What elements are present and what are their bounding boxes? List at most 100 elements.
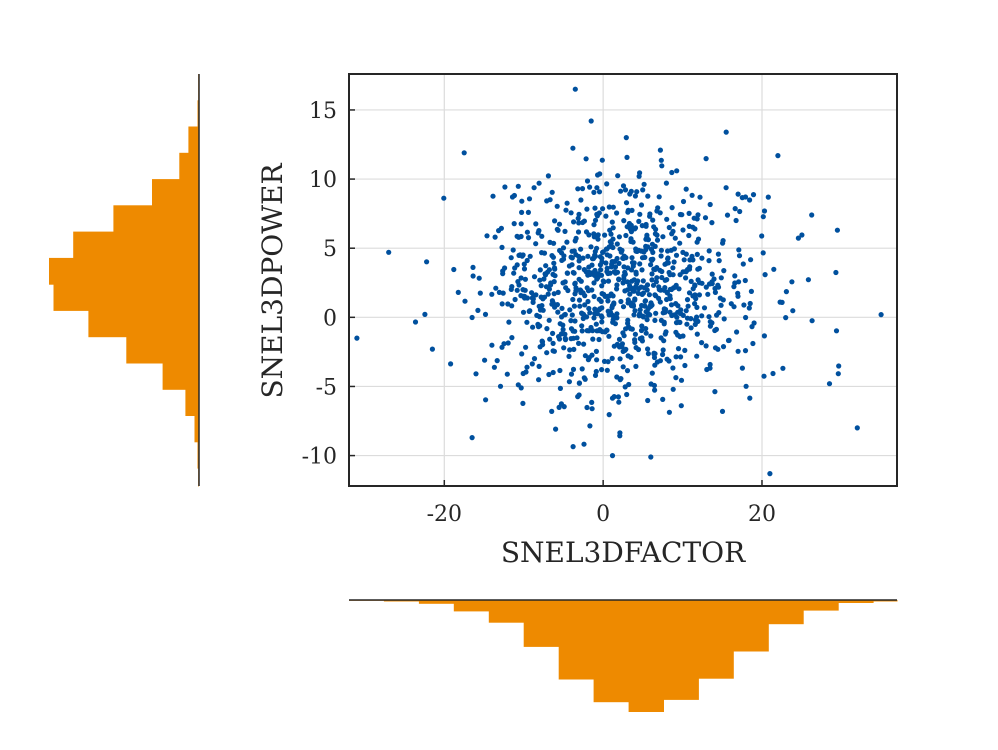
scatter-point <box>663 306 669 313</box>
scatter-point <box>643 330 649 336</box>
scatter-point <box>672 235 678 241</box>
scatter-point <box>553 426 559 432</box>
scatter-point <box>749 324 755 330</box>
scatter-point <box>667 293 673 299</box>
scatter-point <box>599 329 605 335</box>
scatter-point <box>746 305 752 311</box>
scatter-point <box>550 369 556 376</box>
scatter-point <box>543 263 549 269</box>
scatter-point <box>639 338 646 344</box>
scatter-point <box>559 305 565 311</box>
scatter-point <box>608 231 614 237</box>
scatter-point <box>592 217 599 223</box>
scatter-point <box>621 253 627 260</box>
scatter-point <box>680 312 686 318</box>
scatter-point <box>658 247 665 253</box>
scatter-point <box>599 314 605 320</box>
scatter-point <box>686 232 692 239</box>
scatter-point <box>599 319 605 325</box>
scatter-point <box>530 299 536 305</box>
scatter-point <box>535 324 542 330</box>
scatter-point <box>580 311 587 317</box>
scatter-point <box>637 261 643 267</box>
scatter-point <box>543 284 550 290</box>
y-tick-label: 5 <box>323 237 337 262</box>
scatter-point <box>651 266 657 272</box>
scatter-point <box>683 186 689 192</box>
scatter-point <box>709 271 715 277</box>
scatter-point <box>648 262 654 268</box>
scatter-point <box>664 356 670 362</box>
scatter-point <box>678 377 685 383</box>
scatter-point <box>585 357 592 363</box>
scatter-point <box>660 396 666 402</box>
scatter-point <box>544 350 550 356</box>
scatter-point <box>575 229 582 235</box>
scatter-point <box>624 391 630 398</box>
scatter-point <box>570 269 576 276</box>
scatter-point <box>640 314 646 320</box>
scatter-point <box>580 315 586 322</box>
scatter-point <box>741 302 747 308</box>
scatter-point <box>515 279 521 285</box>
scatter-point <box>575 186 581 192</box>
scatter-point <box>531 274 538 280</box>
scatter-point <box>577 303 583 309</box>
scatter-point <box>664 216 670 222</box>
scatter-point <box>721 268 727 274</box>
scatter-point <box>506 319 512 325</box>
scatter-point <box>552 273 558 279</box>
scatter-point <box>519 351 525 357</box>
y-histogram-bar <box>152 179 199 206</box>
scatter-point <box>593 321 599 327</box>
scatter-point <box>606 244 612 250</box>
x-histogram-bar <box>838 600 874 603</box>
scatter-point <box>599 255 605 261</box>
scatter-point <box>591 293 597 300</box>
scatter-point <box>665 260 671 266</box>
scatter-point <box>703 284 709 290</box>
scatter-point <box>660 234 666 240</box>
scatter-point <box>683 308 689 314</box>
scatter-point <box>805 277 812 283</box>
scatter-point <box>699 313 705 319</box>
scatter-point <box>734 329 740 335</box>
scatter-point <box>524 364 530 370</box>
scatter-point <box>682 362 688 369</box>
scatter-point <box>586 264 592 270</box>
scatter-point <box>592 311 598 317</box>
scatter-point <box>878 312 884 318</box>
scatter-point <box>537 344 543 350</box>
scatter-point <box>673 320 680 326</box>
scatter-point <box>645 351 652 357</box>
scatter-point <box>616 260 622 266</box>
scatter-point <box>607 227 613 233</box>
scatter-point <box>493 285 499 291</box>
scatter-point <box>610 317 616 323</box>
scatter-point <box>551 265 558 271</box>
scatter-point <box>709 220 715 226</box>
scatter-point <box>712 289 719 295</box>
scatter-point <box>759 233 765 239</box>
scatter-point <box>606 204 612 210</box>
scatter-point <box>747 300 753 307</box>
scatter-point <box>737 208 743 215</box>
scatter-point <box>556 404 562 410</box>
scatter-point <box>680 249 686 255</box>
scatter-point <box>530 294 536 300</box>
scatter-point <box>716 258 722 264</box>
scatter-point <box>586 232 592 238</box>
scatter-point <box>592 205 598 211</box>
scatter-point <box>632 331 639 337</box>
scatter-point <box>663 180 670 186</box>
scatter-point <box>475 307 481 313</box>
scatter-point <box>750 340 756 347</box>
scatter-point <box>638 202 645 208</box>
x-histogram-bar <box>593 600 629 703</box>
scatter-point <box>560 326 566 333</box>
scatter-point <box>651 354 658 361</box>
scatter-point <box>760 250 766 256</box>
scatter-point <box>653 310 659 316</box>
scatter-point <box>673 252 680 258</box>
scatter-point <box>795 235 802 241</box>
